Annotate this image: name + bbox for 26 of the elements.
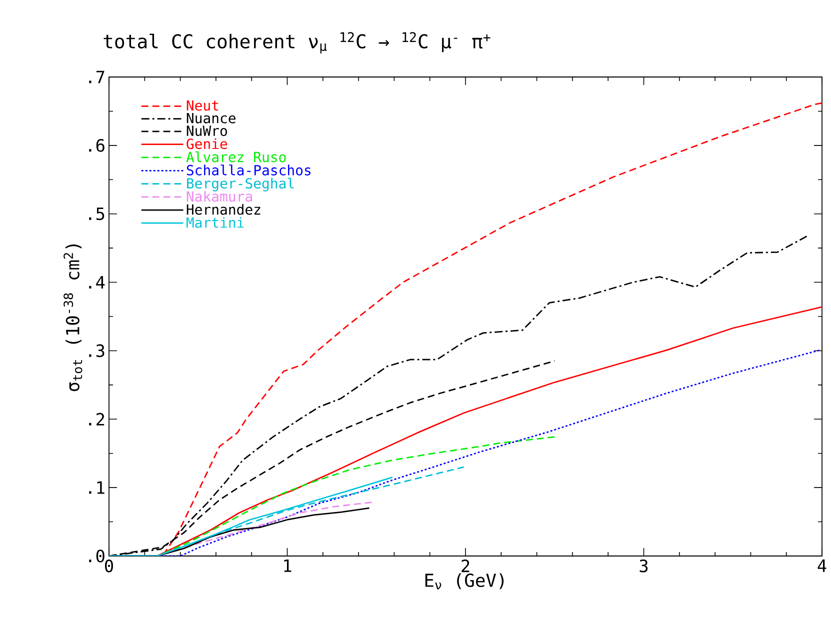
x-tick-label: 0: [104, 560, 113, 572]
legend-label: Hernandez: [186, 204, 260, 215]
legend-label: Martini: [186, 217, 244, 228]
y-tick-label: .7: [89, 70, 104, 84]
x-tick-label: 2: [462, 560, 470, 572]
x-tick-label: 4: [818, 560, 826, 572]
y-tick-label: .2: [89, 412, 104, 426]
y-tick-label: .6: [89, 139, 104, 152]
legend-label: Genie: [186, 138, 228, 150]
y-tick-label: .5: [89, 208, 104, 220]
legend-label: Neut: [186, 100, 218, 111]
y-tick-label: .3: [89, 344, 104, 358]
x-tick-label: 1: [284, 560, 292, 572]
legend-label: Nuance: [186, 112, 236, 124]
text: E$_{ν}$ (GeV): [425, 573, 504, 590]
legend-label: NuWro: [186, 126, 227, 136]
x-tick-label: 3: [640, 560, 648, 572]
legend-label: Alvarez Ruso: [186, 151, 286, 162]
legend-label: Schalla-Paschos: [186, 164, 310, 176]
legend-label: Nakamura: [186, 190, 252, 202]
y-tick-label: .4: [89, 276, 105, 288]
chart-title: total CC coherent ν$_{μ}$ $^{12}$C → $^{12}$C μ$^{-}$ π$^{+}$: [104, 32, 490, 54]
y-tick-label: .0: [89, 550, 104, 562]
legend-label: Berger-Seghal: [187, 178, 294, 192]
text: σ$_{tot}$ (10$^{-38}$ cm$^{2}$): [64, 244, 82, 392]
y-tick-label: .1: [89, 481, 104, 494]
